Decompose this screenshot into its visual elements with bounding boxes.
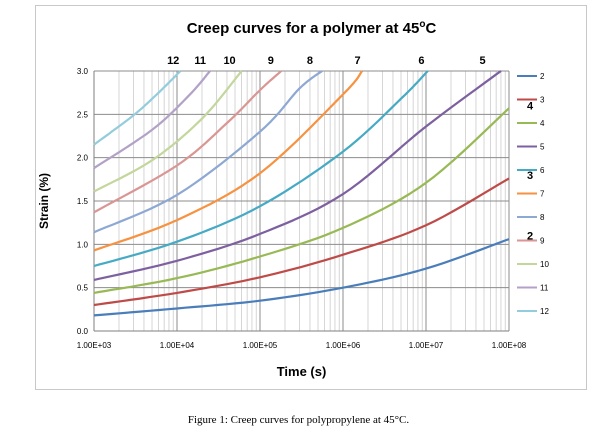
- axis-labels: 0.0 0.5 1.0 1.5 2.0 2.5 3.0 1.00E+03 1.00E+04 1.0…: [37, 67, 527, 379]
- legend-label: 9: [540, 237, 545, 246]
- figure-caption: Figure 1: Creep curves for polypropylene…: [187, 414, 410, 426]
- curve-annotations: 12 11 10 9 8 7 6 5 4 3 2: [167, 55, 534, 243]
- curve-annotation: 6: [418, 55, 424, 67]
- x-tick-label: 1.00E+08: [492, 341, 527, 350]
- curve-annotation: 4: [527, 101, 534, 113]
- series-lines: [93, 70, 510, 317]
- x-tick-label: 1.00E+04: [160, 341, 195, 350]
- x-tick-label: 1.00E+06: [326, 341, 361, 350]
- series-line-4: [93, 107, 510, 294]
- x-tick-label: 1.00E+05: [243, 341, 278, 350]
- legend-label: 3: [540, 96, 545, 105]
- chart-svg: 0.0 0.5 1.0 1.5 2.0 2.5 3.0 1.00E+03 1.00E+04 1.0…: [37, 19, 549, 379]
- legend-label: 10: [540, 260, 549, 269]
- chart-title-group: Creep curves for a polymer at 45oC: [187, 19, 437, 37]
- y-tick-label: 1.0: [77, 240, 89, 249]
- series-line-3: [93, 177, 510, 307]
- legend-label: 5: [540, 143, 545, 152]
- chart-area: 0.0 0.5 1.0 1.5 2.0 2.5 3.0 1.00E+03 1.00E+04 1.0…: [35, 5, 587, 390]
- series-line-11: [93, 70, 211, 170]
- curve-annotation: 9: [268, 55, 274, 67]
- series-line-10: [93, 70, 243, 193]
- series-line-9: [93, 70, 282, 214]
- y-tick-label: 2.5: [77, 110, 89, 119]
- legend-label: 6: [540, 166, 545, 175]
- y-tick-label: 1.5: [77, 197, 89, 206]
- series-line-5: [93, 70, 502, 281]
- curve-annotation: 2: [527, 231, 533, 243]
- y-tick-label: 0.5: [77, 284, 89, 293]
- x-axis-title: Time (s): [277, 364, 327, 379]
- series-line-8: [93, 70, 323, 234]
- series-line-7: [93, 70, 363, 252]
- legend-label: 7: [540, 190, 545, 199]
- curve-annotation: 5: [479, 55, 485, 67]
- legend-label: 4: [540, 119, 545, 128]
- legend-label: 11: [540, 284, 549, 293]
- chart-title: Creep curves for a polymer at 45oC: [187, 19, 437, 37]
- y-axis-title: Strain (%): [37, 173, 51, 229]
- legend-label: 2: [540, 72, 545, 81]
- x-tick-label: 1.00E+03: [77, 341, 112, 350]
- curve-annotation: 3: [527, 170, 533, 182]
- axes: [93, 71, 509, 332]
- curve-annotation: 8: [307, 55, 313, 67]
- curve-annotation: 7: [355, 55, 361, 67]
- curve-annotation: 12: [167, 55, 179, 67]
- series-line-12: [93, 70, 182, 146]
- y-tick-label: 3.0: [77, 67, 89, 76]
- series-line-2: [93, 238, 510, 317]
- legend-label: 8: [540, 213, 545, 222]
- x-tick-label: 1.00E+07: [409, 341, 444, 350]
- series-line-6: [93, 70, 429, 268]
- y-tick-label: 2.0: [77, 154, 89, 163]
- curve-annotation: 11: [194, 55, 206, 67]
- legend-label: 12: [540, 307, 549, 316]
- y-tick-label: 0.0: [77, 327, 89, 336]
- curve-annotation: 10: [223, 55, 235, 67]
